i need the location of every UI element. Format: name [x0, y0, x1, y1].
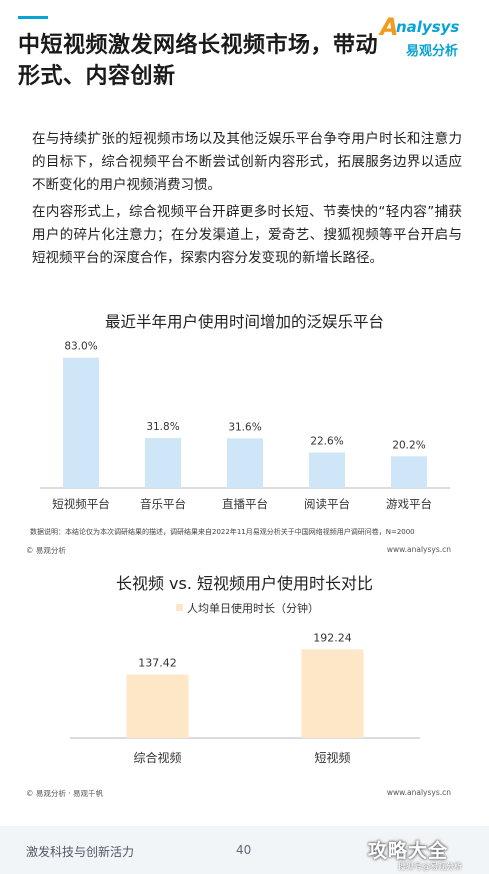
chart1-title: 最近半年用户使用时间增加的泛娱乐平台 [104, 313, 384, 331]
data-label: 192.24 [313, 631, 352, 644]
category-label: 短视频 [314, 750, 350, 765]
watermark-source: 搜狐号@易观分析 [398, 862, 462, 871]
logo-english: nalysys [396, 18, 460, 36]
analysys-logo: A nalysys 易观分析 [380, 13, 480, 62]
bar [145, 438, 181, 488]
chart2-title: 长视频 vs. 短视频用户使用时长对比 [115, 574, 374, 593]
bar [309, 452, 345, 488]
category-label: 阅读平台 [304, 497, 350, 511]
intro-paragraph-1: 在与持续扩张的短视频市场以及其他泛娱乐平台争夺用户时长和注意力的目标下，综合视频… [32, 131, 462, 193]
data-label: 31.8% [146, 421, 179, 433]
bar [63, 357, 99, 488]
chart2-source: © 易观分析 · 易观千帆 [26, 789, 104, 798]
category-label: 综合视频 [133, 750, 181, 765]
chart2-website: www.analysys.cn [386, 788, 451, 797]
data-label: 22.6% [310, 436, 343, 448]
title-accent-bar [18, 16, 48, 19]
data-label: 20.2% [392, 439, 425, 451]
data-label: 31.6% [228, 421, 261, 433]
bar [227, 438, 263, 488]
bar [301, 649, 364, 738]
logo-chinese: 易观分析 [406, 44, 459, 59]
category-label: 音乐平台 [140, 497, 186, 511]
logo-letter: A [380, 13, 399, 41]
legend-swatch [176, 604, 183, 611]
category-label: 短视频平台 [52, 497, 110, 511]
category-label: 游戏平台 [386, 497, 432, 511]
intro-paragraph-2: 在内容形式上，综合视频平台开辟更多时长短、节奏快的“轻内容”捕获用户的碎片化注意… [32, 204, 462, 266]
bar [391, 456, 427, 488]
page-title: 中短视频激发网络长视频市场，带动形式、内容创新 [18, 33, 379, 89]
chart1-website: www.analysys.cn [386, 545, 451, 554]
category-label: 直播平台 [222, 497, 268, 511]
page-footer-bar [0, 826, 489, 874]
data-label: 83.0% [64, 341, 97, 353]
bar [126, 674, 189, 738]
chart1-data-note: 数据说明：本结论仅为本次调研结果的描述，调研结果来自2022年11月易观分析关于… [30, 528, 415, 536]
data-label: 137.42 [138, 657, 177, 670]
page-number: 40 [236, 843, 252, 857]
chart1-source: © 易观分析 [26, 546, 66, 555]
footer-slogan: 激发科技与创新活力 [26, 845, 135, 859]
legend-label: 人均单日使用时长（分钟） [187, 602, 319, 615]
chart2-legend: 人均单日使用时长（分钟） [176, 600, 319, 616]
watermark-text: 攻略大全 [368, 840, 449, 862]
